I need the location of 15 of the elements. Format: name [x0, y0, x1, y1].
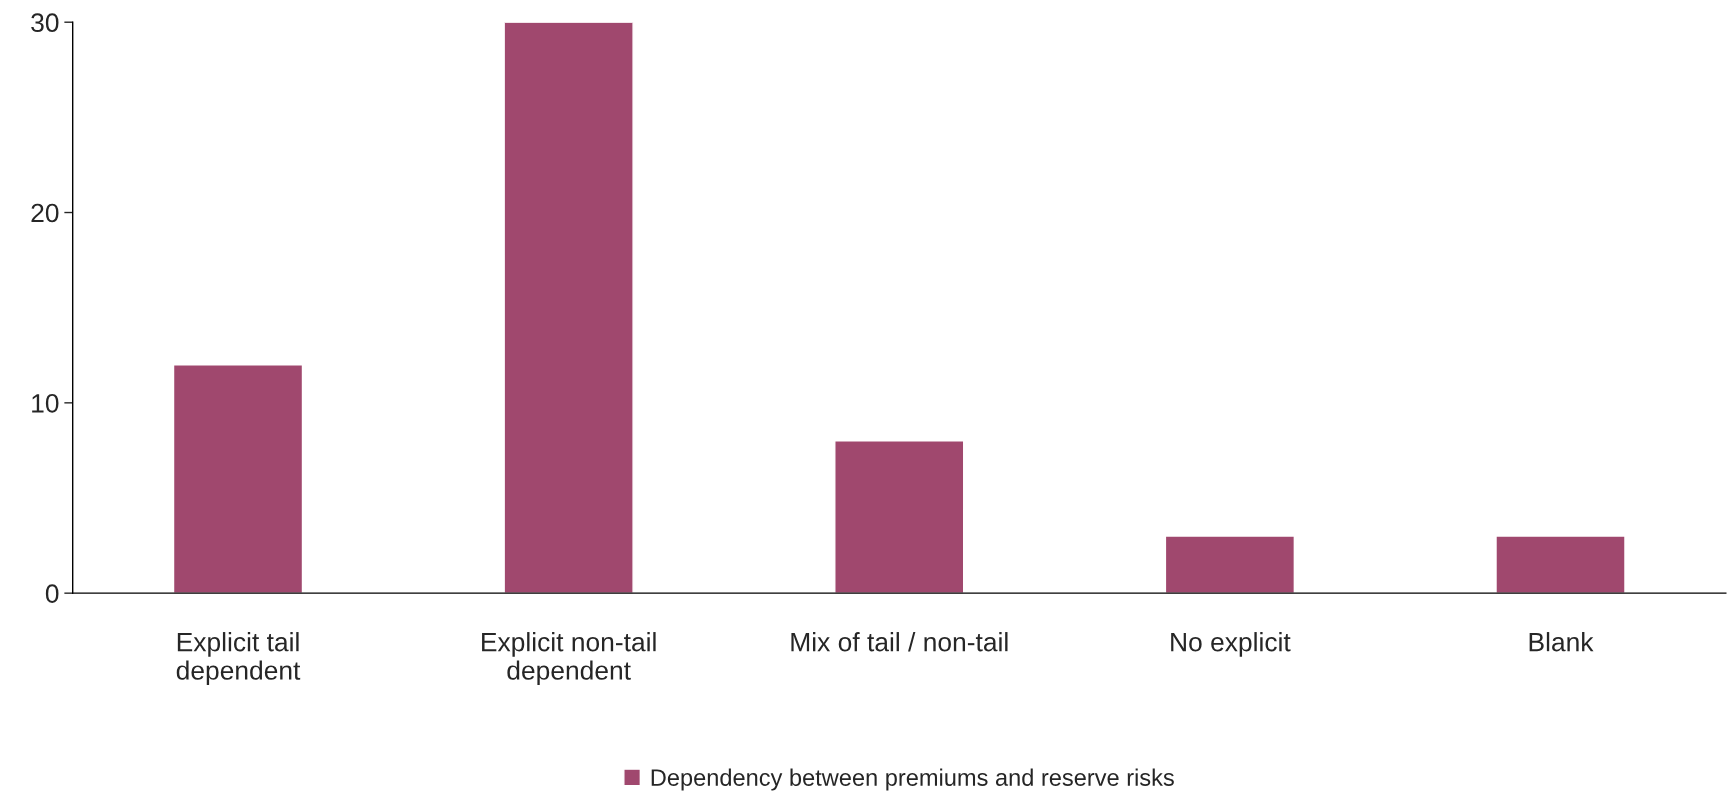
x-tick-label: No explicit — [1171, 632, 1291, 657]
bar — [1495, 535, 1626, 594]
y-tick-label: 10 — [32, 393, 59, 413]
bar — [172, 364, 304, 594]
bar — [503, 22, 634, 594]
y-tick-label: 0 — [45, 584, 59, 603]
bar — [1164, 535, 1296, 594]
x-tick-label: Explicit tail dependent — [176, 632, 301, 686]
x-tick-label: Explicit non-tail dependent — [482, 632, 656, 686]
y-tick-label: 20 — [31, 203, 59, 223]
y-tick-label: 30 — [31, 13, 59, 33]
legend-label: Dependency between premiums and reserve risks — [651, 768, 1174, 791]
x-tick-label: Blank — [1529, 632, 1594, 652]
x-tick-label: Mix of tail / non-tail — [791, 632, 1008, 652]
bar — [834, 440, 965, 594]
